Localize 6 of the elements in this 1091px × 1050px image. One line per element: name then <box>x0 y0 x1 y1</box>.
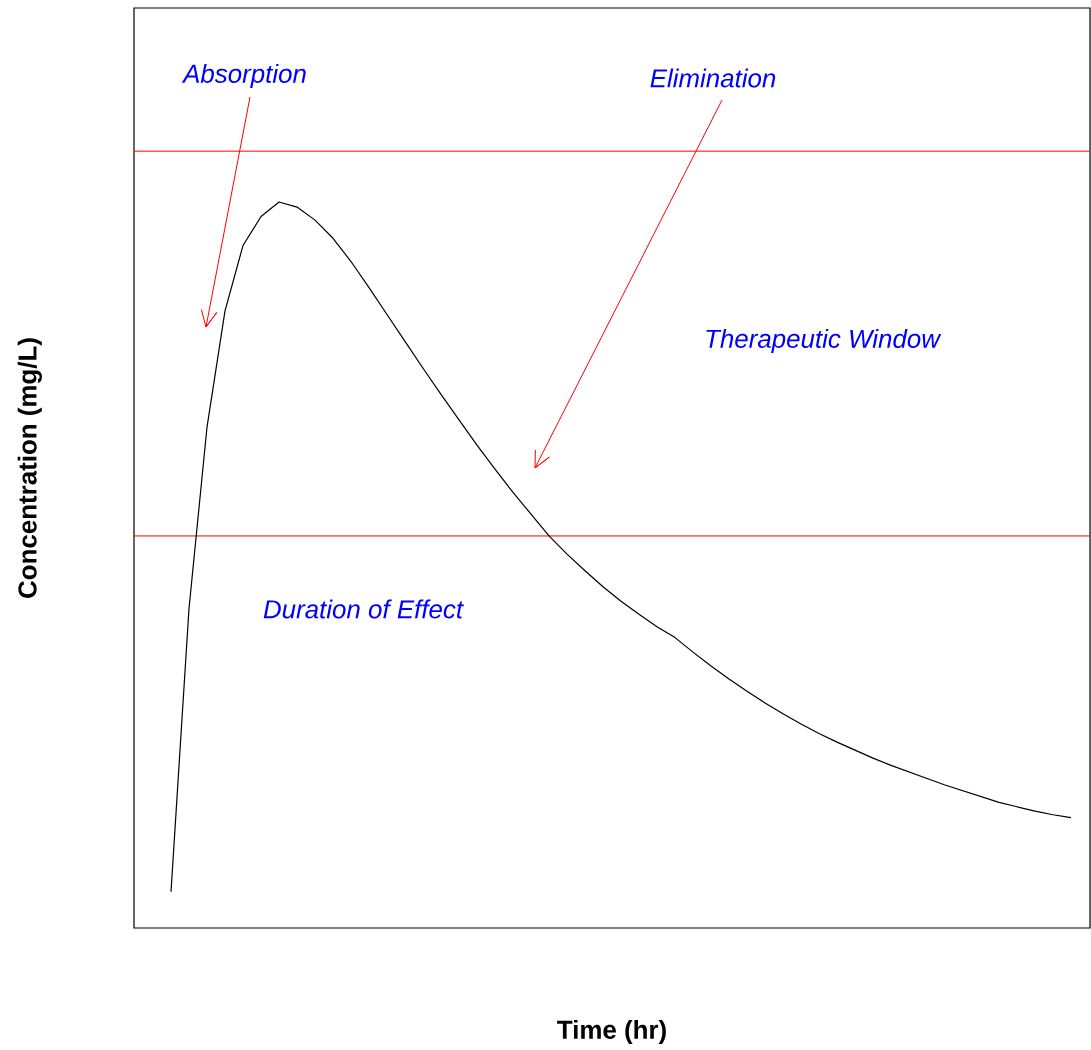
annotation: Therapeutic Window <box>706 328 942 354</box>
text: Elimination <box>650 68 776 88</box>
x-axis-title: Time (hr) <box>557 1019 666 1045</box>
y-axis-title: Concentration (mg/L) <box>17 338 42 598</box>
annotation: Duration of Effect <box>263 599 464 619</box>
text: Absorption <box>181 63 306 89</box>
